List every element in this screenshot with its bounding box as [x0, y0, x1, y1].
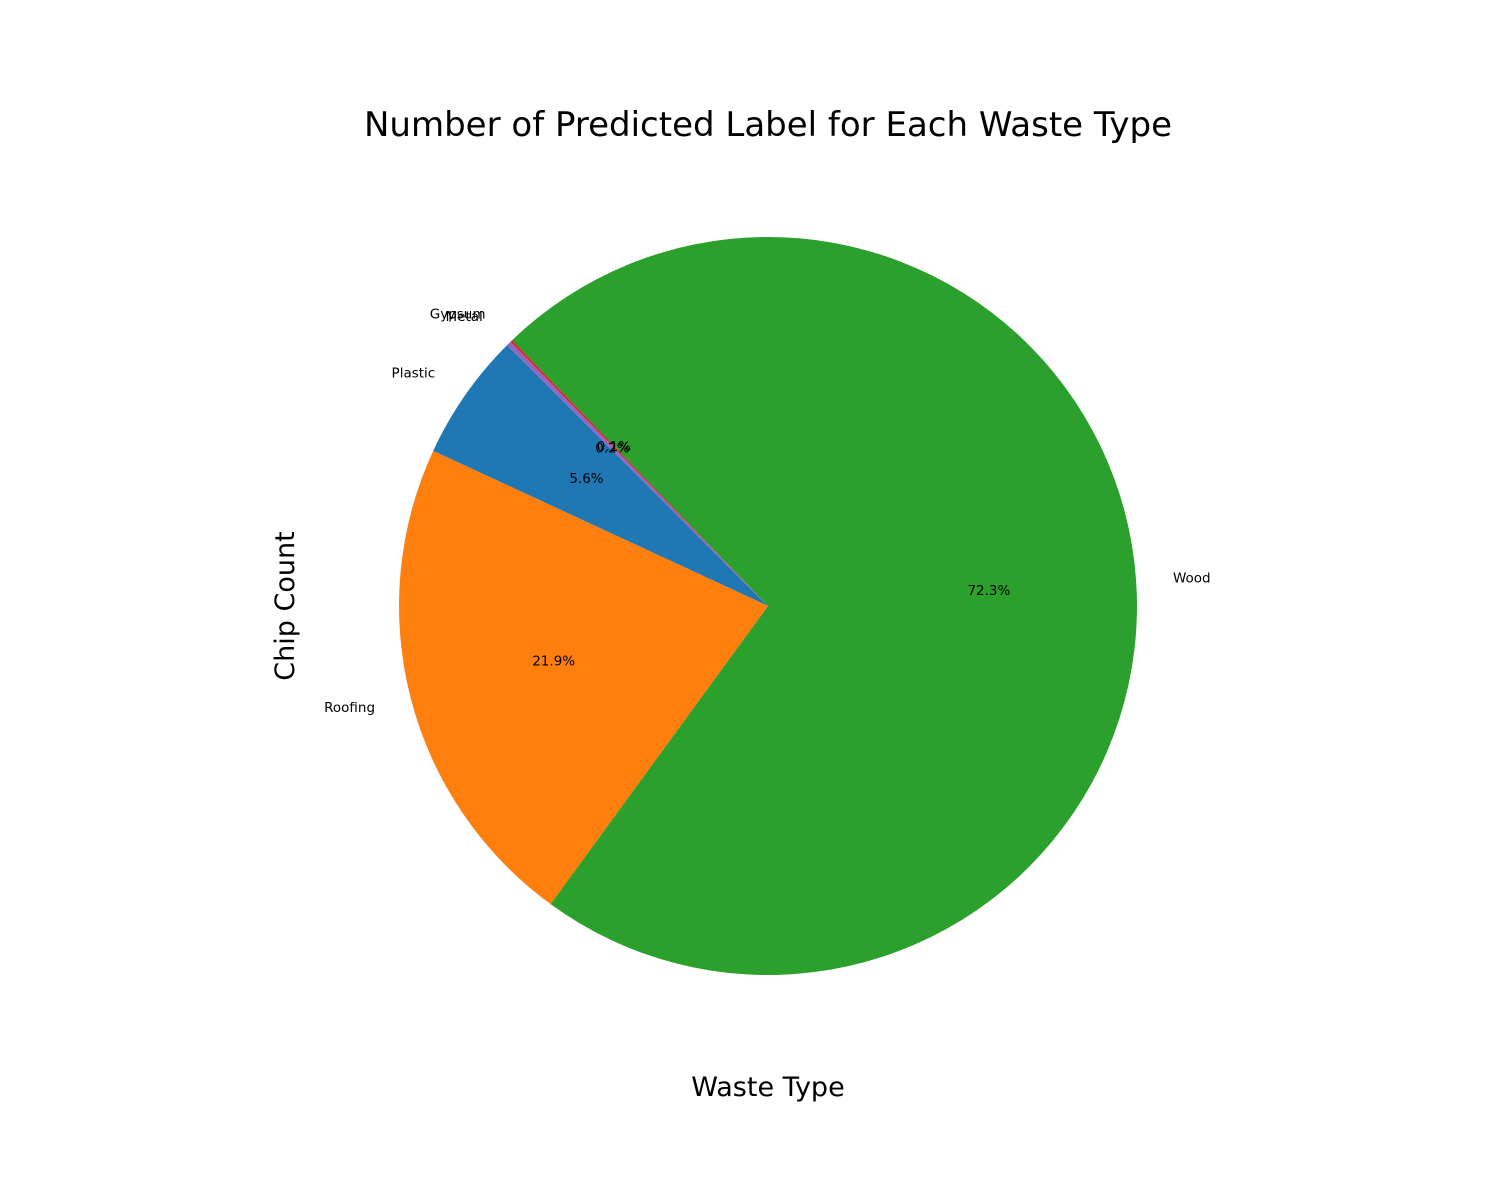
- slice-plastic: [433, 345, 768, 606]
- slice-gypsum: [510, 340, 768, 606]
- slice-wood: [512, 237, 1137, 975]
- chart-title: Number of Predicted Label for Each Waste…: [364, 105, 1172, 145]
- y-axis-label: Chip Count: [270, 531, 301, 680]
- pct-label-gypsum: 0.1%: [597, 439, 631, 455]
- pct-label-metal: 0.2%: [595, 440, 629, 456]
- slice-label-gypsum: Gypsum: [430, 307, 486, 323]
- pie-labels: Plastic 5.6% Roofing 21.9% Wood 72.3% Gypsum 0.…: [324, 307, 1210, 716]
- pie-slices: [398, 237, 1137, 975]
- pct-label-roofing: 21.9%: [532, 654, 575, 670]
- slice-label-roofing: Roofing: [324, 700, 375, 716]
- pct-label-plastic: 5.6%: [569, 471, 603, 487]
- slice-label-metal: Metal: [446, 309, 483, 325]
- slice-metal: [507, 341, 768, 606]
- slice-label-plastic: Plastic: [392, 366, 436, 382]
- pct-label-wood: 72.3%: [967, 583, 1010, 599]
- x-axis-label: Waste Type: [691, 1072, 844, 1103]
- slice-label-wood: Wood: [1173, 570, 1211, 586]
- slice-roofing: [398, 450, 768, 905]
